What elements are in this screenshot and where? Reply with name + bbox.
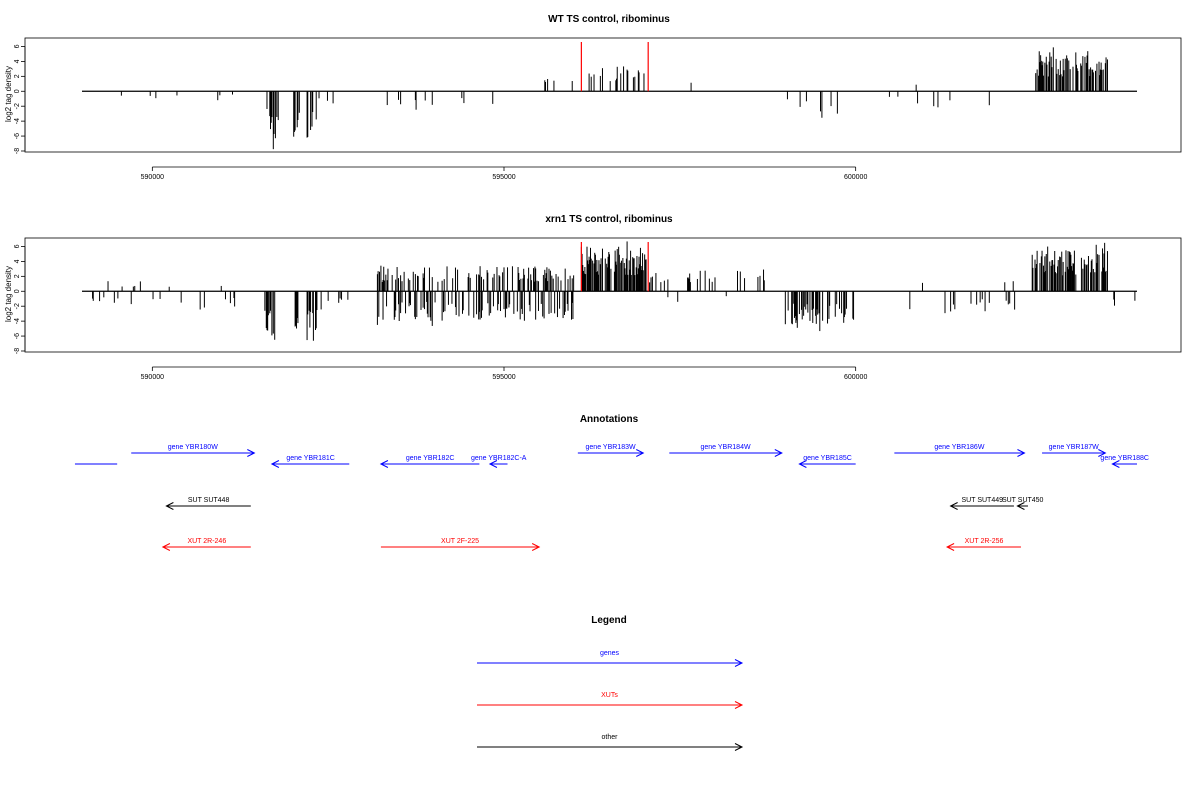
y-tick-label: -2 xyxy=(14,303,21,309)
feature-label: gene YBR182C xyxy=(406,455,455,462)
arrow-head xyxy=(798,460,807,468)
arrow-head xyxy=(161,543,171,551)
annotations-title: Annotations xyxy=(580,414,639,425)
feature-label: SUT SUT450 xyxy=(1002,497,1044,504)
legend-item: other xyxy=(477,734,744,751)
arrow-head xyxy=(1016,502,1025,510)
x-tick-label: 590000 xyxy=(141,174,164,181)
arrow-head xyxy=(531,543,541,551)
annotation-feature: gene YBR181C xyxy=(270,455,350,468)
y-axis-label: log2 tag density xyxy=(4,66,13,122)
x-tick-label: 595000 xyxy=(492,374,515,381)
y-tick-label: -6 xyxy=(14,133,21,139)
feature-label: gene YBR180W xyxy=(168,444,218,451)
y-tick-label: 4 xyxy=(14,59,21,63)
x-tick-label: 595000 xyxy=(492,174,515,181)
feature-label: gene YBR188C xyxy=(1100,455,1149,462)
annotation-feature: gene YBR182C xyxy=(379,455,480,468)
annotation-feature: XUT 2R-246 xyxy=(161,538,251,551)
x-tick-label: 600000 xyxy=(844,374,867,381)
feature-label: gene YBR187W xyxy=(1049,444,1099,451)
arrow-head xyxy=(734,659,744,667)
arrow-head xyxy=(270,460,280,468)
annotation-feature: XUT 2F-225 xyxy=(380,538,541,551)
y-tick-label: 6 xyxy=(14,244,21,248)
arrow-head xyxy=(774,449,783,457)
xrn1-density-panel: xrn1 TS control, ribominus log2 tag dens… xyxy=(4,214,1182,381)
arrow-head xyxy=(734,701,744,709)
y-tick-label: 0 xyxy=(14,89,21,93)
y-tick-label: -6 xyxy=(14,333,21,339)
annotation-feature: gene YBR185C xyxy=(798,455,856,468)
arrow-head xyxy=(734,743,744,751)
feature-label: XUT 2R-246 xyxy=(187,538,226,545)
y-axis-label: log2 tag density xyxy=(4,266,13,322)
legend-label: genes xyxy=(600,650,620,657)
y-tick-label: 4 xyxy=(14,259,21,263)
y-tick-label: -2 xyxy=(14,103,21,109)
arrow-head xyxy=(165,502,174,510)
legend-item: XUTs xyxy=(477,692,744,709)
y-tick-label: 2 xyxy=(14,74,21,78)
legend-label: other xyxy=(602,734,619,741)
annotation-feature: gene YBR186W xyxy=(894,444,1026,457)
annotation-feature: SUT SUT448 xyxy=(165,497,251,510)
feature-label: gene YBR181C xyxy=(286,455,335,462)
annotation-feature: XUT 2R-256 xyxy=(945,538,1021,551)
feature-label: SUT SUT449 xyxy=(962,497,1004,504)
arrow-head xyxy=(949,502,958,510)
arrow-head xyxy=(247,449,256,457)
arrow-head xyxy=(636,449,645,457)
y-tick-label: -8 xyxy=(14,148,21,154)
feature-label: gene YBR186W xyxy=(934,444,984,451)
y-tick-label: -8 xyxy=(14,348,21,354)
annotation-feature: gene YBR182C-A xyxy=(471,455,527,468)
arrow-head xyxy=(379,460,389,468)
legend-item: genes xyxy=(477,650,744,667)
y-tick-label: -4 xyxy=(14,118,21,124)
legend-title: Legend xyxy=(591,615,627,626)
annotation-feature: gene YBR184W xyxy=(669,444,783,457)
annotation-feature: gene YBR188C xyxy=(1100,455,1149,468)
feature-label: XUT 2R-256 xyxy=(965,538,1004,545)
legend: Legend genes XUTs other xyxy=(477,615,744,751)
y-tick-label: 6 xyxy=(14,44,21,48)
annotation-feature: gene YBR180W xyxy=(131,444,256,457)
panel-title: WT TS control, ribominus xyxy=(548,14,670,25)
plot-frame xyxy=(24,237,1182,353)
arrow-head xyxy=(1017,449,1026,457)
annotation-feature: SUT SUT450 xyxy=(1002,497,1044,510)
annotation-feature: gene YBR183W xyxy=(577,444,645,457)
arrow-head xyxy=(488,460,498,468)
y-tick-label: 0 xyxy=(14,289,21,293)
x-tick-label: 590000 xyxy=(141,374,164,381)
wt-density-panel: WT TS control, ribominus log2 tag densit… xyxy=(4,14,1182,181)
arrow-head xyxy=(1111,460,1120,468)
y-tick-label: 2 xyxy=(14,274,21,278)
annotation-feature: SUT SUT449 xyxy=(949,497,1014,510)
annotations-track: Annotations gene YBR180W gene YBR181C gene… xyxy=(74,414,1149,551)
feature-label: gene YBR185C xyxy=(803,455,852,462)
arrow-head xyxy=(945,543,955,551)
feature-label: gene YBR184W xyxy=(701,444,751,451)
x-tick-label: 600000 xyxy=(844,174,867,181)
feature-label: gene YBR183W xyxy=(586,444,636,451)
feature-label: SUT SUT448 xyxy=(188,497,230,504)
feature-label: XUT 2F-225 xyxy=(441,538,479,545)
arrow-head xyxy=(1098,449,1107,457)
legend-label: XUTs xyxy=(601,692,618,699)
panel-title: xrn1 TS control, ribominus xyxy=(545,214,673,225)
y-tick-label: -4 xyxy=(14,318,21,324)
annotation-feature: gene YBR187W xyxy=(1042,444,1107,457)
plot-frame xyxy=(24,37,1182,153)
feature-label: gene YBR182C-A xyxy=(471,455,527,462)
